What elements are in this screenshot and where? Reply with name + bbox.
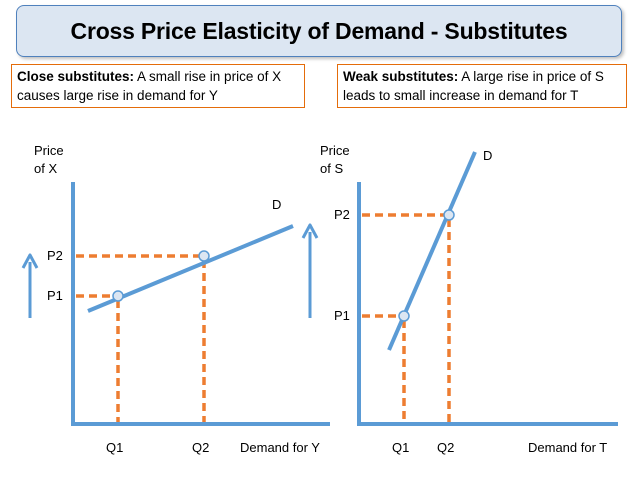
page-title: Cross Price Elasticity of Demand - Subst… [70,17,568,44]
weak-substitutes-text: A large rise in price of S leads to smal… [343,69,604,103]
weak-substitutes-heading: Weak substitutes: [343,69,459,84]
close-substitutes-text: A small rise in price of X causes large … [17,69,282,103]
right-y-axis-label-2: of S [320,161,343,176]
left-q2-label: Q2 [192,440,209,455]
right-chart: Price of S D P2 P1 Q1 Q2 Demand for T [301,143,618,455]
right-point-1 [398,310,410,322]
left-curve-label: D [272,197,281,212]
right-curve-label: D [483,148,492,163]
right-y-axis-label-1: Price [320,143,350,158]
left-p2-label: P2 [47,248,63,263]
weak-substitutes-note: Weak substitutes: A large rise in price … [337,64,627,108]
close-substitutes-heading: Close substitutes: [17,69,135,84]
right-p2-label: P2 [334,207,350,222]
right-price-rise-arrow [301,223,319,318]
left-price-rise-arrow [21,253,39,318]
close-substitutes-note: Close substitutes: A small rise in price… [11,64,305,108]
left-point-1 [112,290,124,302]
right-x-axis-label: Demand for T [528,440,607,455]
left-p1-label: P1 [47,288,63,303]
right-p1-label: P1 [334,308,350,323]
right-point-2 [443,209,455,221]
left-chart: Price of X D P2 P1 Q1 Q2 Demand for Y [21,143,330,455]
left-x-axis-label: Demand for Y [240,440,320,455]
title-banner: Cross Price Elasticity of Demand - Subst… [16,5,622,57]
right-q2-label: Q2 [437,440,454,455]
left-point-2 [198,250,210,262]
right-q1-label: Q1 [392,440,409,455]
left-y-axis-label-2: of X [34,161,57,176]
left-y-axis-label-1: Price [34,143,64,158]
left-q1-label: Q1 [106,440,123,455]
